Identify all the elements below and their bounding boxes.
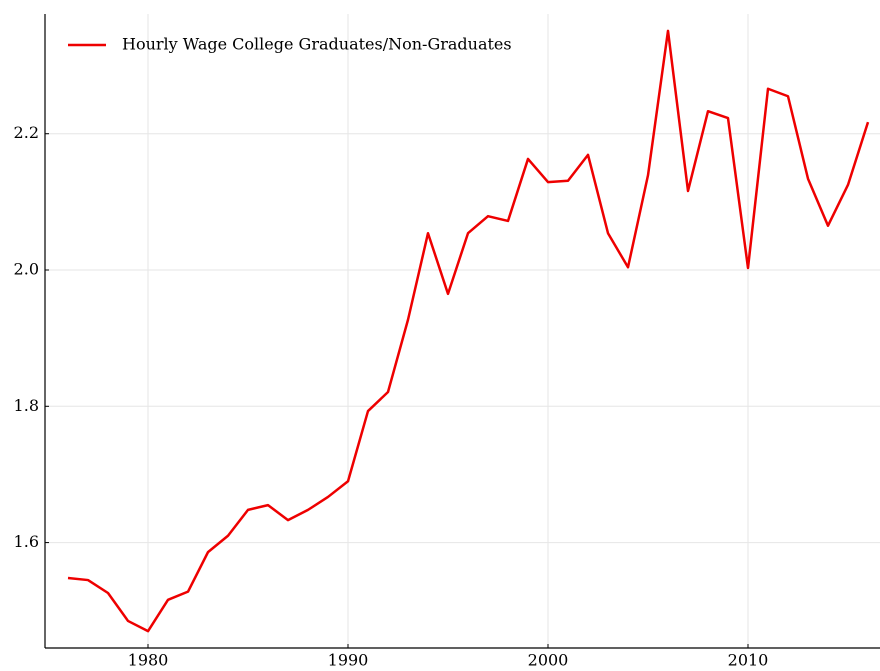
y-tick-label: 2.2: [14, 123, 39, 142]
y-tick-label: 1.6: [14, 532, 39, 551]
x-tick-label: 2010: [728, 651, 769, 670]
data-line: [67, 29, 870, 633]
x-tick-label: 1980: [128, 651, 169, 670]
x-tick-label: 1990: [328, 651, 369, 670]
y-tick-label: 1.8: [14, 396, 39, 415]
grid: [45, 14, 880, 648]
legend-label: Hourly Wage College Graduates/Non-Gradua…: [122, 35, 512, 54]
y-tick-label: 2.0: [14, 260, 39, 279]
x-tick-label: 2000: [528, 651, 569, 670]
